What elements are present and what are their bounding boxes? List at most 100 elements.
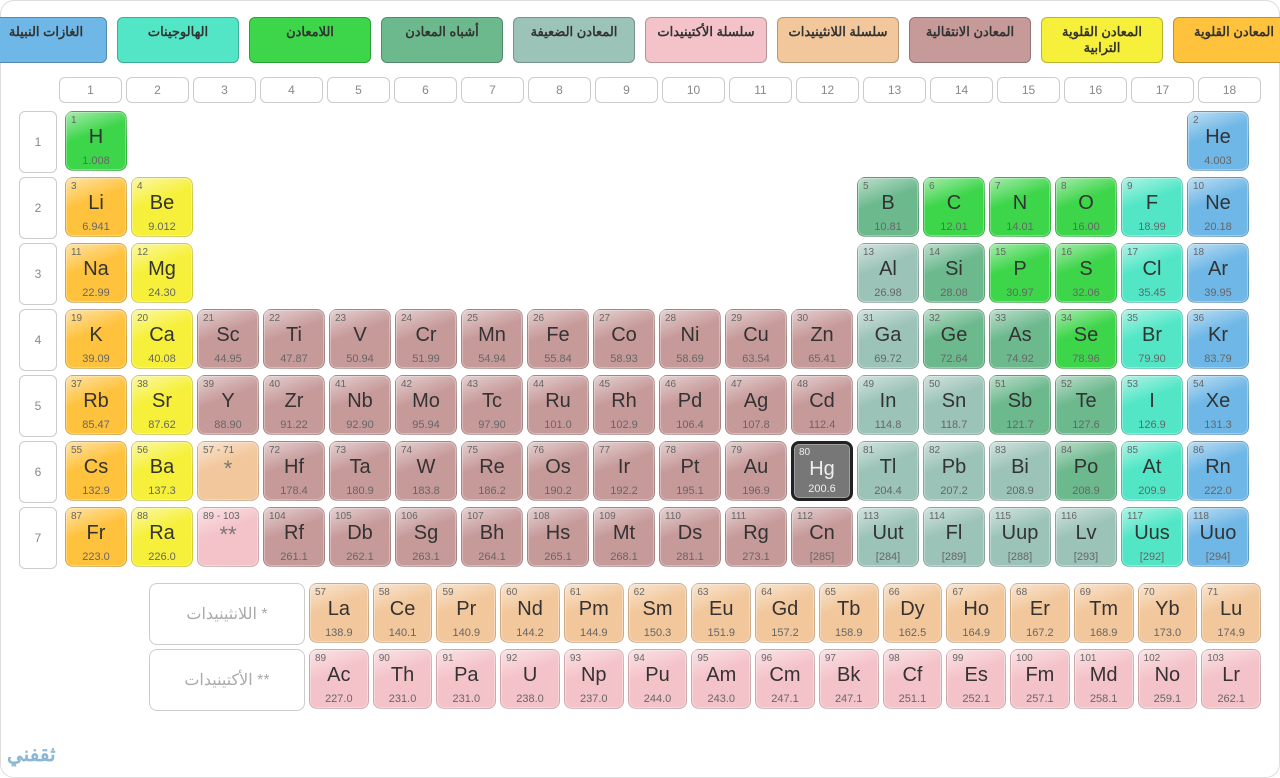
element-Hf[interactable]: 72Hf178.4	[263, 441, 325, 501]
element-Tc[interactable]: 43Tc97.90	[461, 375, 523, 435]
element-Rn[interactable]: 86Rn222.0	[1187, 441, 1249, 501]
element-Lr[interactable]: 103Lr262.1	[1201, 649, 1261, 709]
element-Uup[interactable]: 115Uup[288]	[989, 507, 1051, 567]
element-Ne[interactable]: 10Ne20.18	[1187, 177, 1249, 237]
element-Li[interactable]: 3Li6.941	[65, 177, 127, 237]
element-Mt[interactable]: 109Mt268.1	[593, 507, 655, 567]
element-Ba[interactable]: 56Ba137.3	[131, 441, 193, 501]
element-Ca[interactable]: 20Ca40.08	[131, 309, 193, 369]
element-Nd[interactable]: 60Nd144.2	[500, 583, 560, 643]
element-Hg[interactable]: 80Hg200.6	[791, 441, 853, 501]
element-Co[interactable]: 27Co58.93	[593, 309, 655, 369]
element-La[interactable]: 57La138.9	[309, 583, 369, 643]
element-Tm[interactable]: 69Tm168.9	[1074, 583, 1134, 643]
element-Sb[interactable]: 51Sb121.7	[989, 375, 1051, 435]
element-I[interactable]: 53I126.9	[1121, 375, 1183, 435]
element-Ni[interactable]: 28Ni58.69	[659, 309, 721, 369]
element-Pt[interactable]: 78Pt195.1	[659, 441, 721, 501]
legend-lanth[interactable]: سلسلة اللانثينيدات	[777, 17, 899, 63]
element-Cf[interactable]: 98Cf251.1	[883, 649, 943, 709]
legend-nonmetal[interactable]: اللامعادن	[249, 17, 371, 63]
element-Cr[interactable]: 24Cr51.99	[395, 309, 457, 369]
legend-alkali[interactable]: المعادن القلوية	[1173, 17, 1280, 63]
legend-act[interactable]: سلسلة الأكتينيدات	[645, 17, 767, 63]
element-Th[interactable]: 90Th231.0	[373, 649, 433, 709]
element-Rh[interactable]: 45Rh102.9	[593, 375, 655, 435]
element-S[interactable]: 16S32.06	[1055, 243, 1117, 303]
element-Bi[interactable]: 83Bi208.9	[989, 441, 1051, 501]
element-Cu[interactable]: 29Cu63.54	[725, 309, 787, 369]
element-At[interactable]: 85At209.9	[1121, 441, 1183, 501]
element-Cn[interactable]: 112Cn[285]	[791, 507, 853, 567]
element-N[interactable]: 7N14.01	[989, 177, 1051, 237]
element-H[interactable]: 1H1.008	[65, 111, 127, 171]
element-Pm[interactable]: 61Pm144.9	[564, 583, 624, 643]
element-Zr[interactable]: 40Zr91.22	[263, 375, 325, 435]
element-Pa[interactable]: 91Pa231.0	[436, 649, 496, 709]
element-Mo[interactable]: 42Mo95.94	[395, 375, 457, 435]
element-Es[interactable]: 99Es252.1	[946, 649, 1006, 709]
element-O[interactable]: 8O16.00	[1055, 177, 1117, 237]
element-Si[interactable]: 14Si28.08	[923, 243, 985, 303]
element-Ce[interactable]: 58Ce140.1	[373, 583, 433, 643]
element-Zn[interactable]: 30Zn65.41	[791, 309, 853, 369]
element-As[interactable]: 33As74.92	[989, 309, 1051, 369]
element-Ir[interactable]: 77Ir192.2	[593, 441, 655, 501]
element-Rb[interactable]: 37Rb85.47	[65, 375, 127, 435]
element-Br[interactable]: 35Br79.90	[1121, 309, 1183, 369]
element-Ga[interactable]: 31Ga69.72	[857, 309, 919, 369]
element-Pu[interactable]: 94Pu244.0	[628, 649, 688, 709]
element-Sr[interactable]: 38Sr87.62	[131, 375, 193, 435]
legend-transition[interactable]: المعادن الانتقالية	[909, 17, 1031, 63]
element-Sg[interactable]: 106Sg263.1	[395, 507, 457, 567]
element-Rg[interactable]: 111Rg273.1	[725, 507, 787, 567]
element-Sc[interactable]: 21Sc44.95	[197, 309, 259, 369]
legend-metalloid[interactable]: أشباه المعادن	[381, 17, 503, 63]
element-Cs[interactable]: 55Cs132.9	[65, 441, 127, 501]
element-Cm[interactable]: 96Cm247.1	[755, 649, 815, 709]
element-Kr[interactable]: 36Kr83.79	[1187, 309, 1249, 369]
element-Ti[interactable]: 22Ti47.87	[263, 309, 325, 369]
element-Ar[interactable]: 18Ar39.95	[1187, 243, 1249, 303]
element-Cd[interactable]: 48Cd112.4	[791, 375, 853, 435]
element-Fr[interactable]: 87Fr223.0	[65, 507, 127, 567]
legend-alkearth[interactable]: المعادن القلوية الترابية	[1041, 17, 1163, 63]
element-Ho[interactable]: 67Ho164.9	[946, 583, 1006, 643]
element-Ta[interactable]: 73Ta180.9	[329, 441, 391, 501]
element-Am[interactable]: 95Am243.0	[691, 649, 751, 709]
element-Pr[interactable]: 59Pr140.9	[436, 583, 496, 643]
element-Nb[interactable]: 41Nb92.90	[329, 375, 391, 435]
element-Db[interactable]: 105Db262.1	[329, 507, 391, 567]
element-Se[interactable]: 34Se78.96	[1055, 309, 1117, 369]
element-Xe[interactable]: 54Xe131.3	[1187, 375, 1249, 435]
element-**[interactable]: 89 - 103**	[197, 507, 259, 567]
element-P[interactable]: 15P30.97	[989, 243, 1051, 303]
element-Bh[interactable]: 107Bh264.1	[461, 507, 523, 567]
element-Fe[interactable]: 26Fe55.84	[527, 309, 589, 369]
element-F[interactable]: 9F18.99	[1121, 177, 1183, 237]
element-Pb[interactable]: 82Pb207.2	[923, 441, 985, 501]
element-Na[interactable]: 11Na22.99	[65, 243, 127, 303]
element-He[interactable]: 2He4.003	[1187, 111, 1249, 171]
element-Y[interactable]: 39Y88.90	[197, 375, 259, 435]
element-Pd[interactable]: 46Pd106.4	[659, 375, 721, 435]
element-No[interactable]: 102No259.1	[1138, 649, 1198, 709]
element-Ge[interactable]: 32Ge72.64	[923, 309, 985, 369]
element-Yb[interactable]: 70Yb173.0	[1138, 583, 1198, 643]
element-Er[interactable]: 68Er167.2	[1010, 583, 1070, 643]
element-Lv[interactable]: 116Lv[293]	[1055, 507, 1117, 567]
element-C[interactable]: 6C12.01	[923, 177, 985, 237]
element-Be[interactable]: 4Be9.012	[131, 177, 193, 237]
element-Ac[interactable]: 89Ac227.0	[309, 649, 369, 709]
element-Dy[interactable]: 66Dy162.5	[883, 583, 943, 643]
element-U[interactable]: 92U238.0	[500, 649, 560, 709]
element-W[interactable]: 74W183.8	[395, 441, 457, 501]
legend-poor[interactable]: المعادن الضعيفة	[513, 17, 635, 63]
element-Re[interactable]: 75Re186.2	[461, 441, 523, 501]
element-Ag[interactable]: 47Ag107.8	[725, 375, 787, 435]
element-Eu[interactable]: 63Eu151.9	[691, 583, 751, 643]
element-Uus[interactable]: 117Uus[292]	[1121, 507, 1183, 567]
element-Lu[interactable]: 71Lu174.9	[1201, 583, 1261, 643]
element-Po[interactable]: 84Po208.9	[1055, 441, 1117, 501]
element-Mn[interactable]: 25Mn54.94	[461, 309, 523, 369]
